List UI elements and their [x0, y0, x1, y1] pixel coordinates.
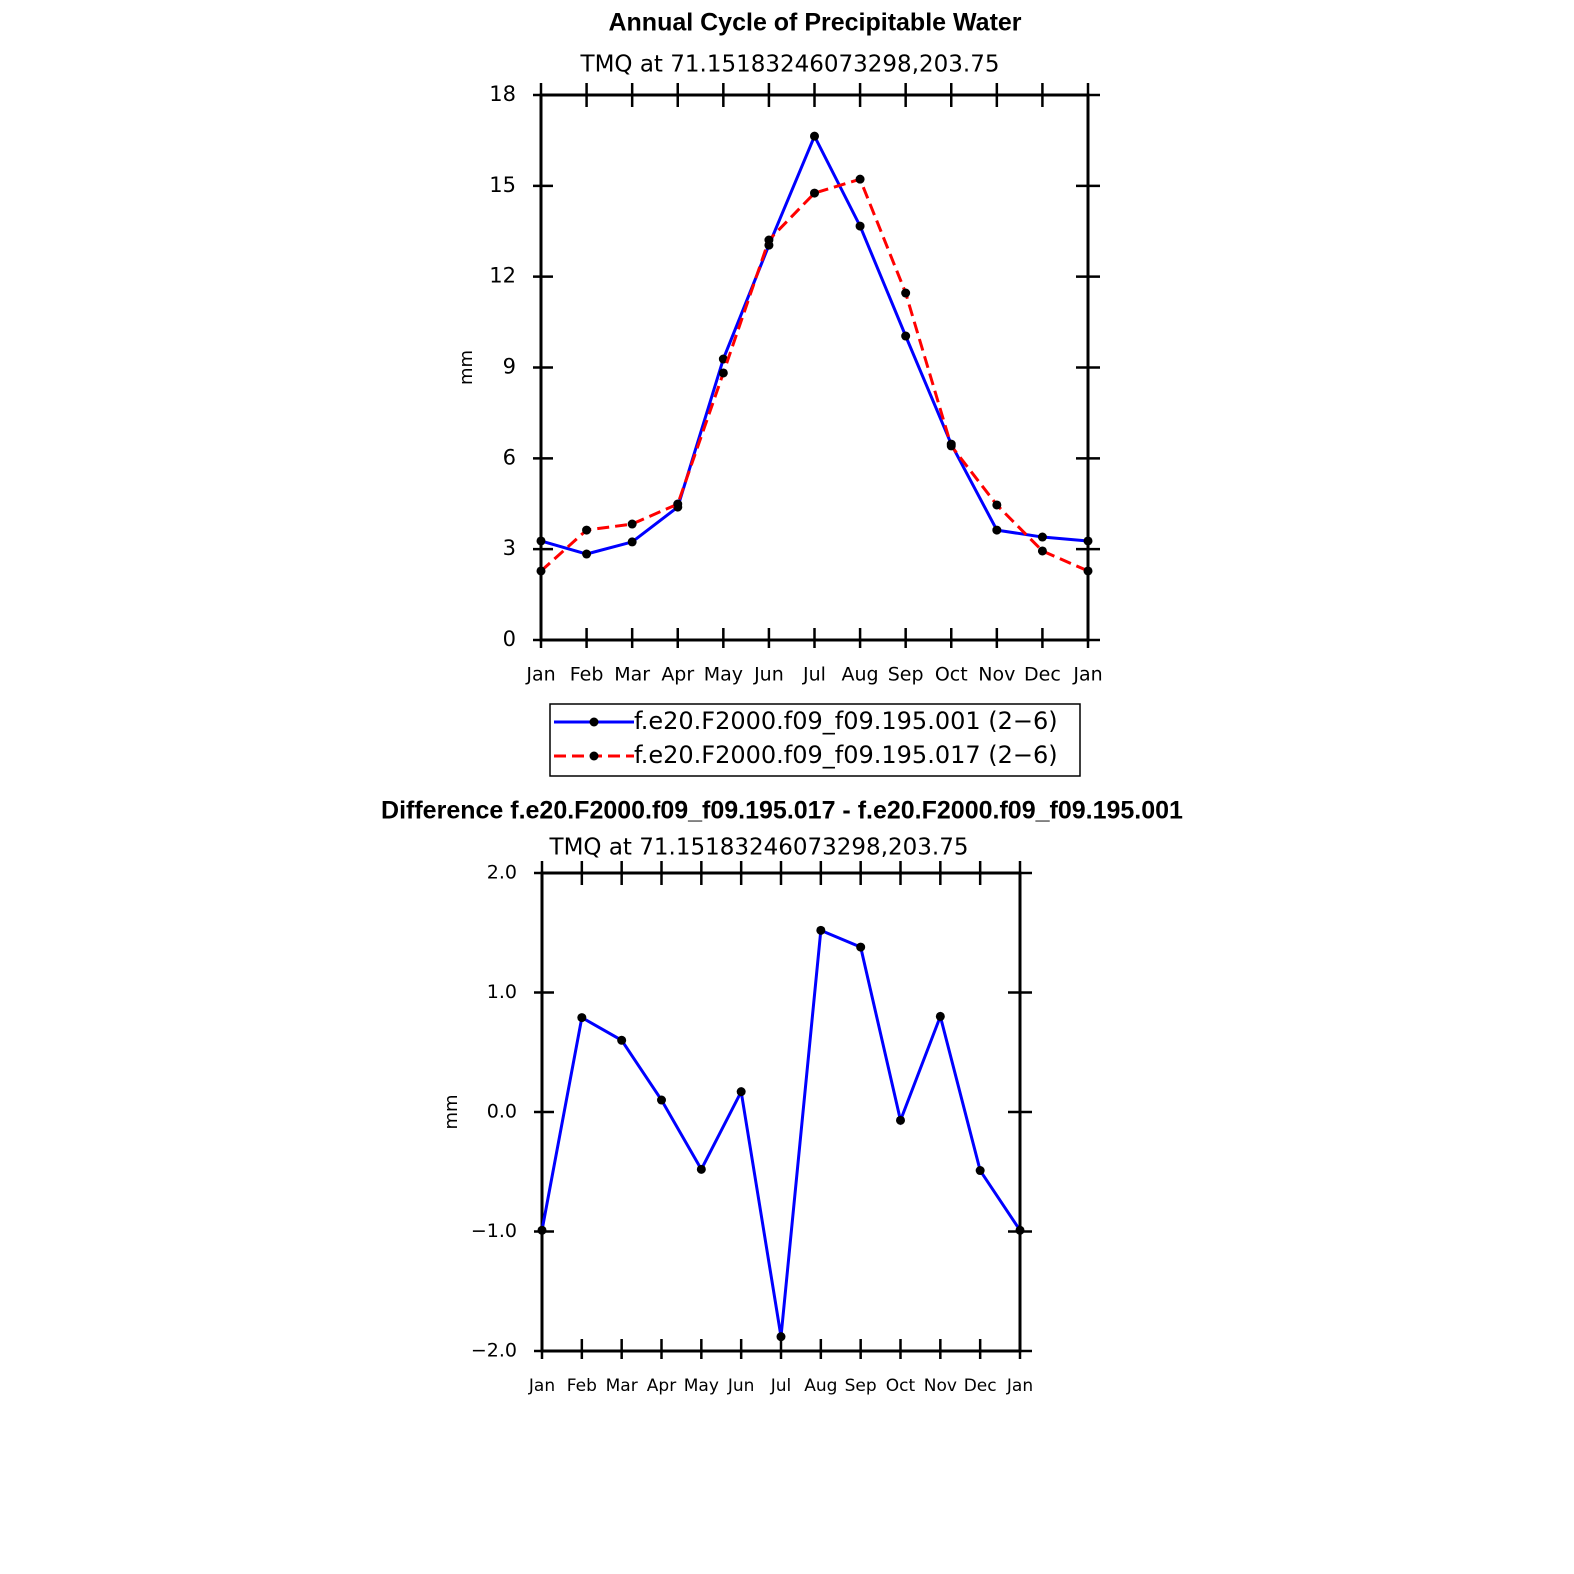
- x-tick-label: Sep: [845, 1376, 877, 1396]
- x-tick-label: Mar: [606, 1376, 638, 1396]
- data-point: [810, 188, 819, 198]
- data-point: [855, 174, 865, 184]
- legend-marker: [589, 717, 599, 727]
- data-point: [627, 537, 637, 547]
- data-point: [536, 536, 546, 546]
- data-point: [1015, 1225, 1025, 1235]
- data-point: [736, 1087, 746, 1097]
- data-point: [992, 525, 1002, 535]
- data-point: [537, 1225, 547, 1235]
- data-point: [901, 288, 911, 298]
- data-point: [696, 1164, 706, 1174]
- x-tick-label: Aug: [842, 664, 879, 686]
- data-line: [540, 132, 1089, 556]
- y-tick-label: 12: [489, 264, 516, 288]
- data-point: [536, 566, 546, 576]
- x-tick-label: Aug: [804, 1376, 837, 1396]
- x-tick-label: Jul: [802, 664, 826, 686]
- data-line: [540, 928, 1022, 1337]
- data-point: [577, 1013, 587, 1023]
- y-tick-label: 6: [503, 445, 516, 469]
- data-point: [935, 1011, 945, 1021]
- x-tick-label: Nov: [978, 664, 1015, 686]
- x-tick-label: May: [684, 1376, 719, 1396]
- y-tick-label: 18: [489, 82, 516, 106]
- x-tick-label: May: [704, 664, 743, 686]
- chart-title: Difference f.e20.F2000.f09_f09.195.017 -…: [381, 797, 1183, 825]
- chart-subtitle: TMQ at 71.15183246073298,203.75: [580, 52, 1000, 78]
- data-point: [1037, 546, 1047, 556]
- x-tick-label: Jul: [770, 1376, 792, 1396]
- data-point: [673, 499, 683, 509]
- legend-box: [549, 703, 1081, 777]
- data-point: [975, 1166, 985, 1176]
- data-point: [855, 221, 865, 231]
- x-tick-label: Sep: [888, 664, 924, 686]
- y-tick-label: 0.0: [487, 1101, 517, 1123]
- data-point: [901, 331, 911, 341]
- data-point: [1083, 566, 1093, 576]
- x-tick-label: Oct: [935, 664, 968, 686]
- x-tick-label: Feb: [570, 664, 604, 686]
- data-point: [582, 549, 592, 559]
- data-point: [946, 441, 956, 451]
- data-point: [856, 942, 866, 952]
- y-axis-label: mm: [441, 1094, 462, 1129]
- legend-marker: [589, 751, 599, 761]
- plot-frame: [539, 93, 1090, 642]
- data-line: [539, 177, 1089, 573]
- x-tick-label: Nov: [924, 1376, 957, 1396]
- y-tick-label: 3: [503, 536, 516, 560]
- y-tick-label: −2.0: [471, 1340, 517, 1362]
- legend-label: f.e20.F2000.f09_f09.195.017 (2−6): [634, 741, 1058, 769]
- x-tick-label: Apr: [661, 664, 694, 686]
- x-tick-label: Jan: [528, 1376, 555, 1396]
- y-tick-label: −1.0: [471, 1220, 517, 1242]
- data-point: [776, 1332, 786, 1342]
- y-axis-label: mm: [456, 350, 477, 385]
- data-point: [896, 1115, 905, 1125]
- x-tick-label: Oct: [886, 1376, 916, 1396]
- y-tick-label: 1.0: [487, 981, 517, 1003]
- data-point: [718, 368, 728, 378]
- data-point: [657, 1095, 666, 1105]
- plot-frame: [540, 871, 1022, 1353]
- data-point: [764, 235, 774, 245]
- x-tick-label: Dec: [1024, 664, 1061, 686]
- data-point: [718, 354, 728, 364]
- x-tick-label: Jan: [1006, 1376, 1033, 1396]
- x-tick-label: Mar: [614, 664, 650, 686]
- data-point: [1037, 532, 1047, 542]
- y-tick-label: 2.0: [487, 862, 517, 884]
- data-point: [582, 525, 592, 535]
- chart-title: Annual Cycle of Precipitable Water: [608, 9, 1021, 37]
- data-point: [617, 1035, 627, 1045]
- y-tick-label: 9: [503, 355, 516, 379]
- data-point: [816, 925, 826, 935]
- x-tick-label: Dec: [964, 1376, 997, 1396]
- data-point: [627, 519, 637, 529]
- x-tick-label: Jan: [525, 664, 555, 686]
- y-tick-label: 0: [503, 627, 516, 651]
- data-point: [992, 500, 1002, 510]
- data-point: [810, 131, 819, 141]
- y-tick-label: 15: [489, 173, 516, 197]
- x-tick-label: Feb: [567, 1376, 597, 1396]
- x-tick-label: Apr: [647, 1376, 676, 1396]
- chart-subtitle: TMQ at 71.15183246073298,203.75: [549, 835, 969, 861]
- x-tick-label: Jun: [727, 1376, 755, 1396]
- x-tick-label: Jan: [1072, 664, 1102, 686]
- legend-label: f.e20.F2000.f09_f09.195.001 (2−6): [634, 707, 1058, 735]
- data-point: [1083, 536, 1093, 546]
- x-tick-label: Jun: [753, 664, 784, 686]
